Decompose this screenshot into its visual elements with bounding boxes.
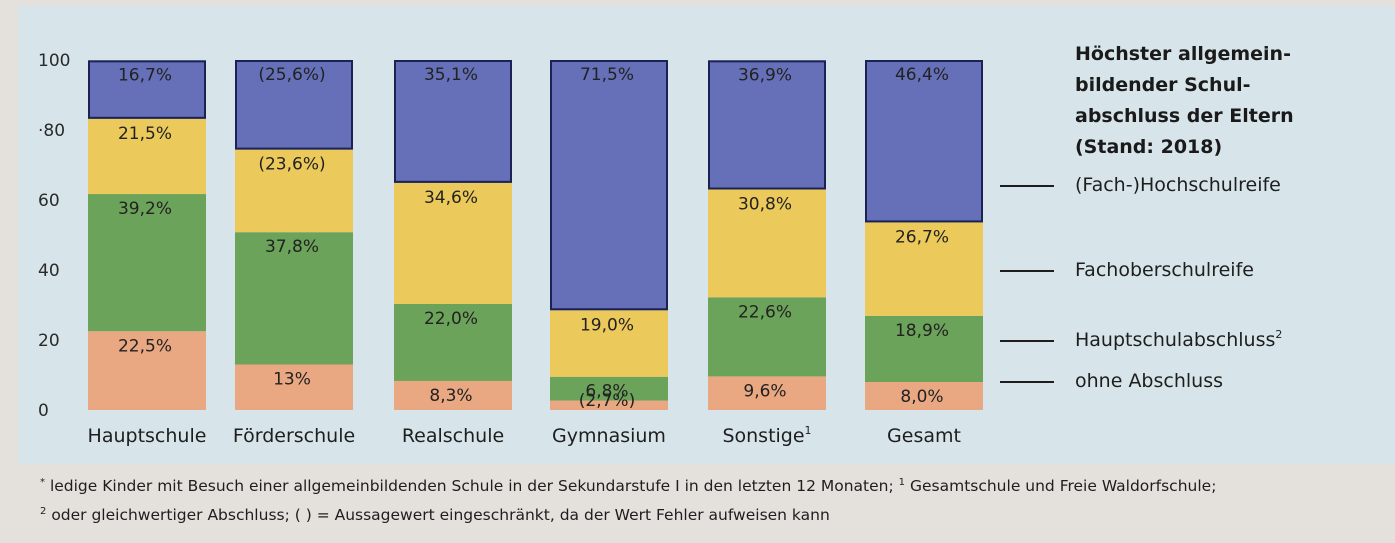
bar-segment (88, 60, 206, 119)
bar-segment (235, 60, 353, 150)
bar-top-outline (88, 60, 206, 119)
data-label: 46,4% (895, 65, 949, 85)
legend-label: (Fach-)Hochschulreife (1075, 174, 1281, 196)
data-label: 16,7% (118, 65, 172, 85)
y-tick-label: 40 (38, 261, 60, 281)
data-label: 36,9% (738, 65, 792, 85)
category-label: Sonstige1 (722, 424, 811, 447)
data-label: 8,3% (429, 386, 472, 406)
data-label: 21,5% (118, 124, 172, 144)
legend-title-line: abschluss der Eltern (1075, 105, 1294, 127)
data-label: 35,1% (424, 65, 478, 85)
data-label: (25,6%) (258, 65, 325, 85)
bar-segment (865, 382, 983, 410)
category-label: Hauptschule (88, 425, 207, 447)
data-label: 26,7% (895, 227, 949, 247)
bar-segment (708, 376, 826, 410)
bar-segment (865, 315, 983, 382)
category-label: Realschule (402, 425, 504, 447)
legend-label: ohne Abschluss (1075, 370, 1223, 392)
legend-label: Hauptschulabschluss2 (1075, 328, 1282, 351)
bar-top-outline (708, 60, 826, 190)
data-label: 13% (273, 370, 311, 390)
bar-segment (550, 376, 668, 401)
bar-segment (865, 60, 983, 223)
footnote-line-1: * ledige Kinder mit Besuch einer allgeme… (40, 477, 1217, 496)
footnote-line-2: 2 oder gleichwertiger Abschluss; ( ) = A… (40, 506, 830, 525)
bar-segment (708, 60, 826, 190)
bar-segment (88, 331, 206, 410)
data-label: 71,5% (580, 65, 634, 85)
bar-top-outline (550, 60, 668, 311)
bar-top-outline (865, 60, 983, 223)
bar-segment (235, 232, 353, 365)
data-label: (23,6%) (258, 155, 325, 175)
legend-title-line: (Stand: 2018) (1075, 136, 1222, 158)
data-label: 22,6% (738, 302, 792, 322)
bar-segment (235, 149, 353, 233)
bar-segment (88, 194, 206, 332)
footnote: * ledige Kinder mit Besuch einer allgeme… (40, 470, 1340, 528)
category-label: Förderschule (233, 425, 355, 447)
bar-top-outline (394, 60, 512, 183)
data-label: 18,9% (895, 321, 949, 341)
data-label: 34,6% (424, 188, 478, 208)
bar-segment (394, 380, 512, 410)
bar-segment (394, 303, 512, 381)
bar-segment (550, 310, 668, 377)
y-tick-label: 0 (38, 401, 49, 421)
bar-segment (88, 118, 206, 195)
bar-segment (394, 182, 512, 304)
data-label: 39,2% (118, 199, 172, 219)
legend-title-line: bildender Schul- (1075, 74, 1251, 96)
bar-segment (708, 297, 826, 377)
bar-segment (708, 189, 826, 298)
data-label: 22,0% (424, 309, 478, 329)
legend-label: Fachoberschulreife (1075, 259, 1254, 281)
data-label: (2,7%) (579, 391, 635, 411)
data-label: 37,8% (265, 237, 319, 257)
bar-segment (865, 222, 983, 316)
data-label: 30,8% (738, 195, 792, 215)
y-tick-label: ·80 (38, 121, 65, 141)
y-tick-label: 100 (38, 51, 70, 71)
category-label: Gymnasium (552, 425, 666, 447)
category-label: Gesamt (887, 425, 961, 447)
bar-segment (550, 60, 668, 311)
y-tick-label: 60 (38, 191, 60, 211)
y-tick-label: 20 (38, 331, 60, 351)
data-label: 22,5% (118, 336, 172, 356)
stacked-bar-chart: 100 ·80 60 40 20 0 22,5% 39,2% 21,5% 16,7% 13% 37,8… (38, 43, 1294, 447)
data-label: 8,0% (900, 387, 943, 407)
data-label: 9,6% (743, 381, 786, 401)
bar-top-outline (235, 60, 353, 150)
bar-segment (394, 60, 512, 183)
data-label: 6,8% (585, 382, 628, 402)
bar-segment (550, 400, 668, 410)
chart-panel: 100 ·80 60 40 20 0 22,5% 39,2% 21,5% 16,7% 13% 37,8… (18, 6, 1395, 464)
bar-segment (235, 364, 353, 410)
data-label: 19,0% (580, 315, 634, 335)
legend-title-line: Höchster allgemein- (1075, 43, 1291, 65)
